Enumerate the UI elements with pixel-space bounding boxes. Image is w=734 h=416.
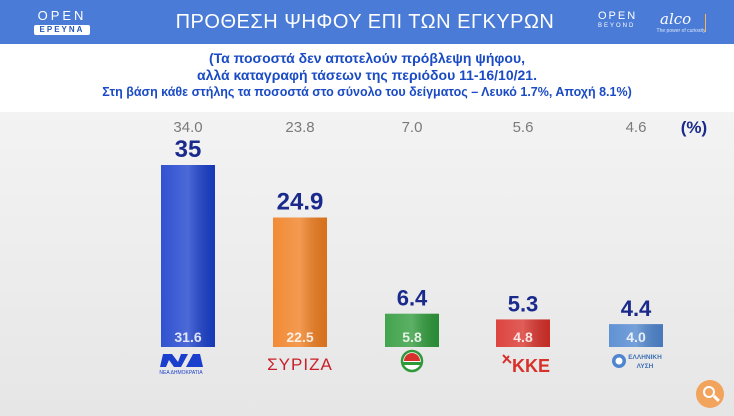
bar-value-label: 35 xyxy=(175,136,202,163)
bar-value-label: 24.9 xyxy=(277,189,324,216)
bar-base-label: 5.8 xyxy=(402,329,422,345)
header-divider xyxy=(705,14,706,32)
bar-sheen-1 xyxy=(161,165,215,347)
bar-base-label: 4.0 xyxy=(626,329,646,345)
elliniki-lysi-text-1: ΕΛΛΗΝΙΚΗ xyxy=(628,354,662,361)
kke-logo-text: ΚΚΕ xyxy=(512,356,550,376)
open-erevna-logo: OPEN ΕΡΕΥΝΑ xyxy=(34,9,90,35)
subtitle-line-1: (Τα ποσοστά δεν αποτελούν πρόβλεψη ψήφου… xyxy=(208,50,525,66)
nd-logo: ΝΕΑ ΔΗΜΟΚΡΑΤΙΑ xyxy=(159,354,203,376)
zoom-icon xyxy=(696,380,724,408)
alco-tagline: The power of curiosity xyxy=(656,28,706,34)
elliniki-lysi-text-2: ΛΥΣΗ xyxy=(637,363,654,370)
brand-erevna-text: ΕΡΕΥΝΑ xyxy=(34,25,90,35)
brand-open-text: OPEN xyxy=(37,8,87,23)
bar-base-label: 22.5 xyxy=(286,329,313,345)
previous-value-label: 7.0 xyxy=(402,119,423,136)
bar-value-label: 4.4 xyxy=(621,296,652,321)
bar-base-label: 31.6 xyxy=(174,329,201,345)
brand-open-right-text: OPEN xyxy=(598,10,638,22)
nd-logo-text: ΝΕΑ ΔΗΜΟΚΡΑΤΙΑ xyxy=(159,370,203,376)
bar-sheen-3 xyxy=(385,313,439,347)
brand-beyond-text: BEYOND xyxy=(598,23,636,29)
nd-logo-mark xyxy=(186,354,203,367)
previous-value-label: 23.8 xyxy=(285,119,314,136)
kinal-logo-bar xyxy=(402,362,422,365)
elliniki-lysi-emblem-center xyxy=(615,357,623,365)
header-bar: OPEN ΕΡΕΥΝΑ ΠΡΟΘΕΣΗ ΨΗΦΟΥ ΕΠΙ ΤΩΝ ΕΓΚΥΡΩ… xyxy=(0,0,734,44)
chart-panel xyxy=(0,112,734,416)
bar-value-label: 5.3 xyxy=(508,291,539,316)
kinal-logo xyxy=(400,349,424,373)
bar-value-label: 6.4 xyxy=(397,286,428,311)
open-beyond-logo: OPEN BEYOND xyxy=(598,10,638,30)
page-title: ΠΡΟΘΕΣΗ ΨΗΦΟΥ ΕΠΙ ΤΩΝ ΕΓΚΥΡΩΝ xyxy=(175,11,555,33)
subtitle-line-2: αλλά καταγραφή τάσεων της περιόδου 11-16… xyxy=(197,67,537,83)
bar-sheen-2 xyxy=(273,217,327,347)
unit-label: (%) xyxy=(681,118,707,137)
elliniki-lysi-logo: ΕΛΛΗΝΙΚΗ ΛΥΣΗ xyxy=(612,354,662,370)
kinal-logo-sun xyxy=(404,353,420,361)
previous-value-label: 5.6 xyxy=(513,119,534,136)
chart-subtitle: (Τα ποσοστά δεν αποτελούν πρόβλεψη ψήφου… xyxy=(0,50,734,101)
kke-logo: ΚΚΕ xyxy=(502,354,550,376)
syriza-logo: ΣΥΡΙΖΑ xyxy=(267,355,333,374)
bar-base-label: 4.8 xyxy=(513,329,533,345)
nd-logo-mark xyxy=(160,354,188,367)
hammer-sickle-icon xyxy=(502,354,512,364)
subtitle-line-3: Στη βάση κάθε στήλης τα ποσοστά στο σύνο… xyxy=(102,85,632,99)
previous-value-label: 34.0 xyxy=(173,119,202,136)
alco-logo: alco xyxy=(660,10,692,28)
previous-value-label: 4.6 xyxy=(626,119,647,136)
bar-sheen-4 xyxy=(496,319,550,347)
bar-sheen-5 xyxy=(609,324,663,347)
